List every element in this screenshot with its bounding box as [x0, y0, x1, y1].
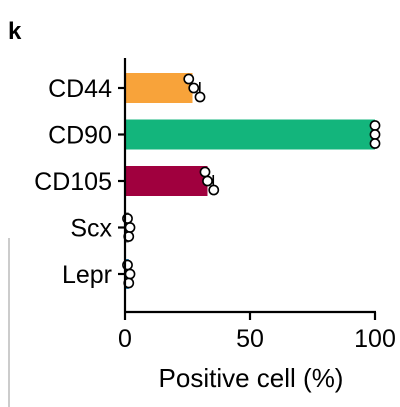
- bar-cd105: [125, 166, 208, 196]
- data-point-cd90: [369, 120, 381, 131]
- bar-cd44: [125, 73, 193, 103]
- data-point-cd105: [202, 175, 213, 187]
- data-point-lepr: [124, 268, 136, 280]
- data-point-cd105: [199, 166, 211, 178]
- panel-label: k: [8, 18, 22, 45]
- data-point-scx: [124, 222, 136, 233]
- data-points-group: [122, 73, 381, 289]
- data-point-cd105: [208, 184, 220, 196]
- data-point-cd44: [194, 91, 206, 103]
- bar-cd90: [125, 119, 375, 150]
- category-label-lepr: Lepr: [62, 261, 112, 289]
- category-labels-group: CD44 CD90 CD105 Scx Lepr: [34, 75, 125, 289]
- data-point-cd90: [369, 138, 381, 149]
- category-label-cd105: CD105: [34, 168, 112, 196]
- x-tick-label-0: 0: [118, 325, 132, 353]
- category-label-scx: Scx: [70, 215, 112, 243]
- x-tick-label-50: 50: [236, 325, 264, 353]
- data-point-cd44: [188, 82, 200, 94]
- category-label-cd90: CD90: [48, 122, 112, 150]
- bars-group: [125, 73, 375, 289]
- data-point-cd90: [369, 129, 381, 140]
- x-axis-title: Positive cell (%): [159, 363, 344, 393]
- category-label-cd44: CD44: [48, 75, 112, 103]
- x-tick-label-100: 100: [354, 325, 396, 353]
- data-point-cd44: [183, 73, 195, 85]
- x-ticks-group: 0 50 100: [118, 312, 396, 353]
